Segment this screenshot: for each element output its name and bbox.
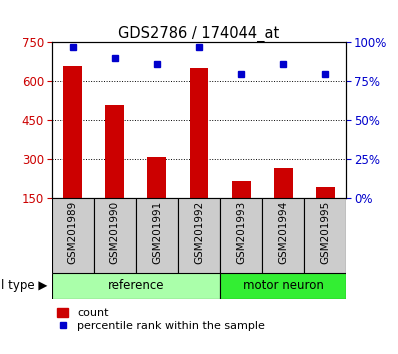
Text: GSM201989: GSM201989 bbox=[68, 200, 78, 264]
Title: GDS2786 / 174044_at: GDS2786 / 174044_at bbox=[118, 26, 280, 42]
Bar bbox=[274, 167, 293, 198]
Legend: count, percentile rank within the sample: count, percentile rank within the sample bbox=[57, 308, 265, 331]
Bar bbox=[52, 198, 94, 273]
Bar bbox=[94, 198, 136, 273]
Bar bbox=[189, 68, 209, 198]
Text: cell type ▶: cell type ▶ bbox=[0, 279, 48, 292]
Bar bbox=[220, 198, 262, 273]
Bar bbox=[316, 187, 335, 198]
Bar bbox=[52, 273, 220, 299]
Bar bbox=[178, 198, 220, 273]
Bar bbox=[63, 66, 82, 198]
Text: GSM201993: GSM201993 bbox=[236, 200, 246, 264]
Text: GSM201990: GSM201990 bbox=[110, 200, 120, 264]
Text: GSM201992: GSM201992 bbox=[194, 200, 204, 264]
Bar bbox=[136, 198, 178, 273]
Bar bbox=[262, 198, 304, 273]
Text: GSM201994: GSM201994 bbox=[278, 200, 288, 264]
Text: reference: reference bbox=[107, 279, 164, 292]
Text: GSM201991: GSM201991 bbox=[152, 200, 162, 264]
Bar bbox=[105, 105, 124, 198]
Bar bbox=[147, 157, 166, 198]
Text: GSM201995: GSM201995 bbox=[320, 200, 330, 264]
Bar bbox=[232, 181, 250, 198]
Text: motor neuron: motor neuron bbox=[243, 279, 324, 292]
Bar bbox=[220, 273, 346, 299]
Bar bbox=[304, 198, 346, 273]
